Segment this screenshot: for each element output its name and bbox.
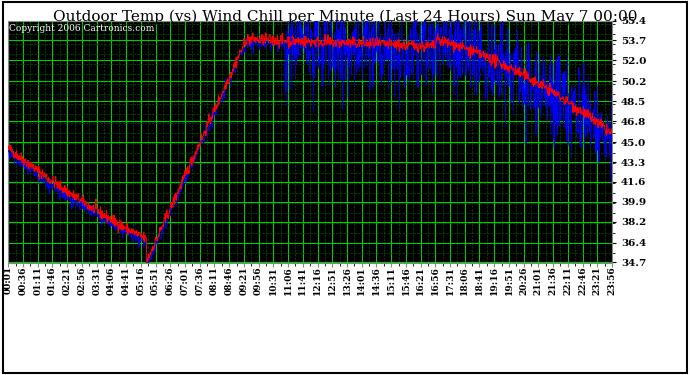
- Text: 04:06: 04:06: [107, 266, 116, 295]
- Text: 17:31: 17:31: [446, 266, 455, 295]
- Text: 02:21: 02:21: [63, 266, 72, 295]
- Text: 09:56: 09:56: [254, 266, 263, 295]
- Text: 03:31: 03:31: [92, 266, 101, 295]
- Text: 21:36: 21:36: [549, 266, 558, 295]
- Text: Copyright 2006 Cartronics.com: Copyright 2006 Cartronics.com: [10, 24, 155, 33]
- Text: 00:36: 00:36: [19, 266, 28, 295]
- Text: 22:46: 22:46: [578, 266, 587, 295]
- Text: 01:11: 01:11: [33, 266, 42, 295]
- Text: 14:01: 14:01: [357, 266, 366, 295]
- Text: 21:01: 21:01: [534, 266, 543, 295]
- Text: 11:06: 11:06: [284, 266, 293, 295]
- Text: 07:36: 07:36: [195, 266, 204, 295]
- Text: 01:46: 01:46: [48, 266, 57, 295]
- Text: 10:31: 10:31: [269, 266, 278, 295]
- Text: 15:11: 15:11: [386, 266, 395, 295]
- Text: 18:41: 18:41: [475, 266, 484, 295]
- Text: 05:16: 05:16: [137, 266, 146, 295]
- Text: 23:56: 23:56: [607, 266, 617, 295]
- Text: 05:51: 05:51: [151, 266, 160, 295]
- Text: 08:11: 08:11: [210, 266, 219, 295]
- Text: 08:46: 08:46: [225, 266, 234, 295]
- Text: 23:21: 23:21: [593, 266, 602, 295]
- Text: 14:36: 14:36: [372, 266, 381, 295]
- Text: 16:21: 16:21: [416, 266, 425, 295]
- Text: 20:26: 20:26: [519, 266, 528, 295]
- Text: 09:21: 09:21: [239, 266, 248, 295]
- Text: 00:01: 00:01: [3, 266, 13, 294]
- Text: 12:16: 12:16: [313, 266, 322, 295]
- Text: 13:26: 13:26: [342, 266, 351, 295]
- Text: 06:26: 06:26: [166, 266, 175, 295]
- Text: 22:11: 22:11: [563, 266, 572, 295]
- Text: 18:06: 18:06: [460, 266, 469, 295]
- Text: 12:51: 12:51: [328, 266, 337, 295]
- Text: 11:41: 11:41: [298, 266, 307, 295]
- Text: 07:01: 07:01: [181, 266, 190, 295]
- Text: 15:46: 15:46: [402, 266, 411, 295]
- Text: 16:56: 16:56: [431, 266, 440, 295]
- Text: 19:51: 19:51: [504, 266, 513, 295]
- Text: 04:41: 04:41: [121, 266, 130, 295]
- Text: 19:16: 19:16: [490, 266, 499, 295]
- Text: Outdoor Temp (vs) Wind Chill per Minute (Last 24 Hours) Sun May 7 00:00: Outdoor Temp (vs) Wind Chill per Minute …: [52, 9, 638, 24]
- Text: 02:56: 02:56: [77, 266, 86, 295]
